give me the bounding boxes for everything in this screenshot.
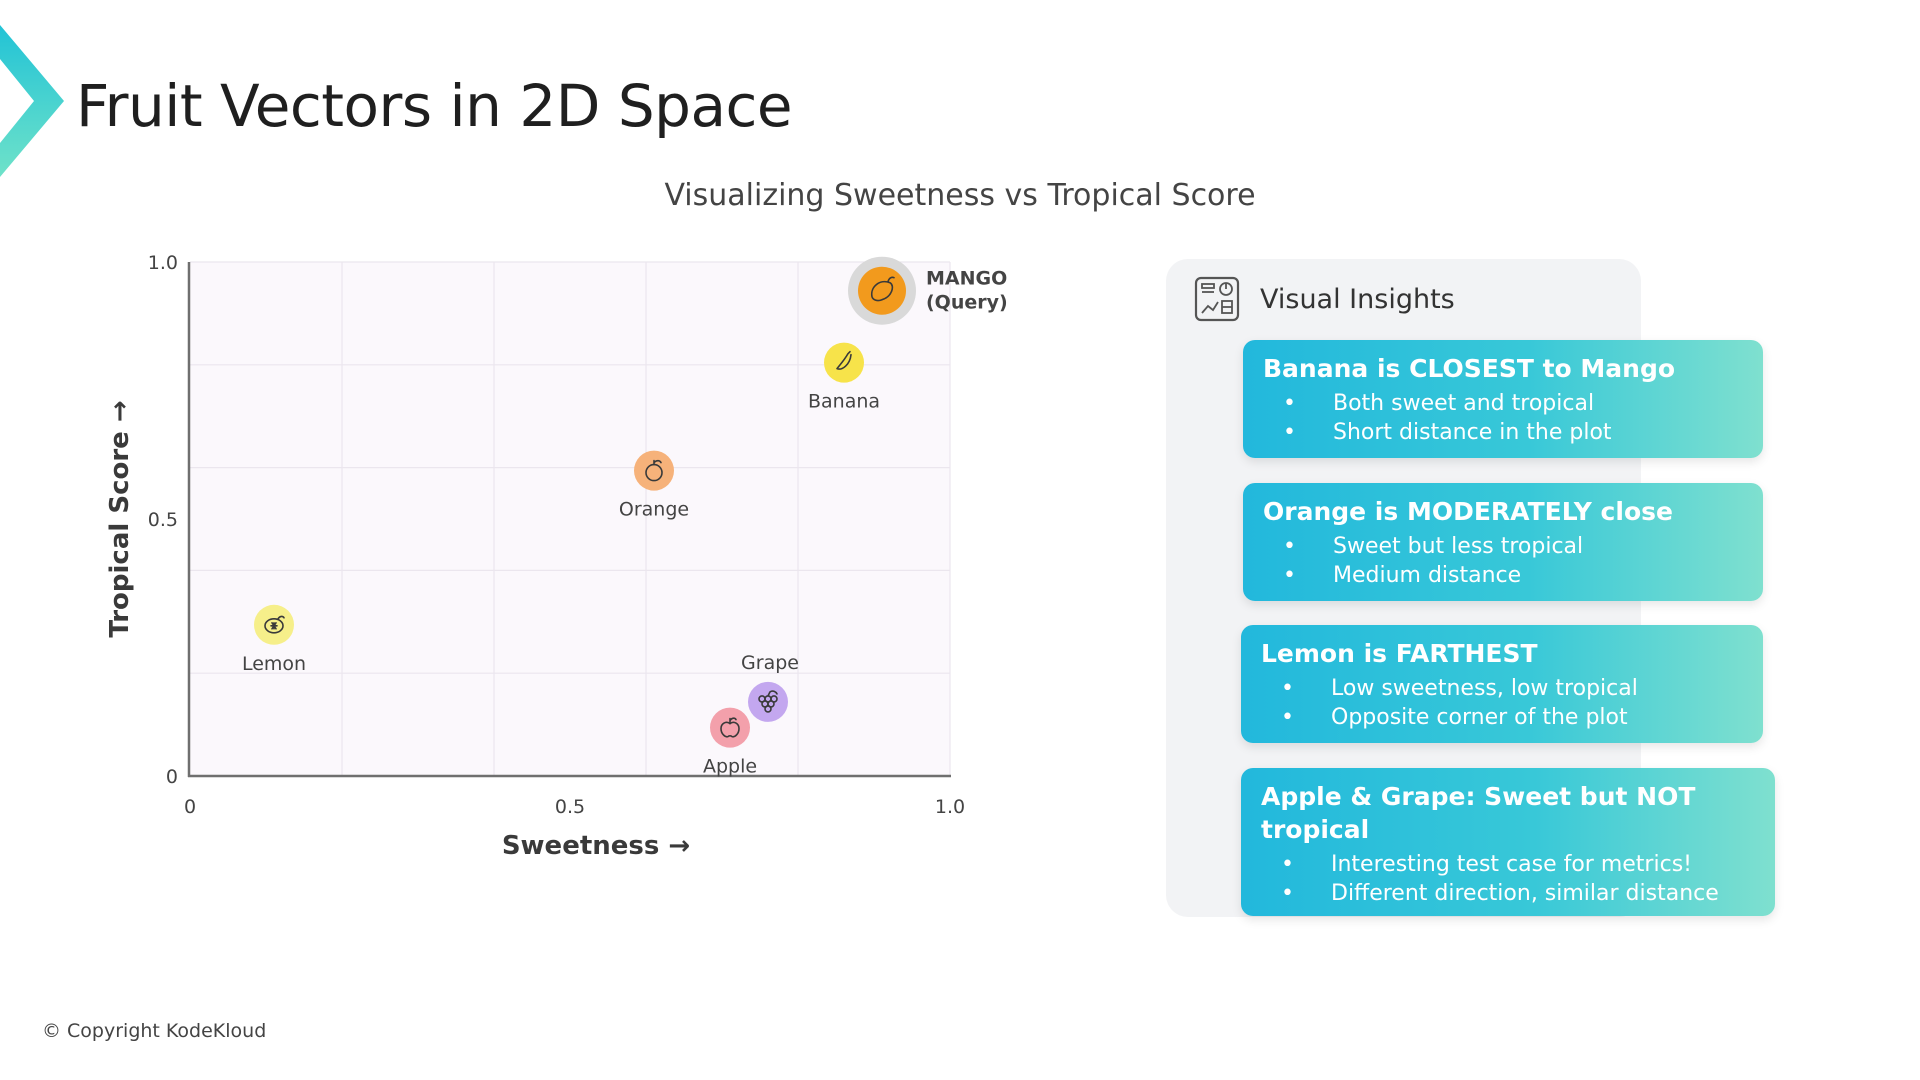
insight-bullet: Short distance in the plot [1283,418,1745,447]
insight-bullet: Opposite corner of the plot [1281,703,1745,732]
insight-heading: Banana is CLOSEST to Mango [1263,354,1676,383]
insight-card-apple-grape: Apple & Grape: Sweet but NOT tropical In… [1241,768,1775,916]
orange-icon [645,459,663,482]
insight-bullet: Low sweetness, low tropical [1281,674,1745,703]
x-tick-label: 0 [184,796,196,818]
point-marker [710,707,750,748]
point-label-lemon: Lemon [242,653,306,675]
lemon-icon [264,615,285,634]
point-marker [824,342,864,383]
insight-heading: Orange is MODERATELY close [1263,497,1673,526]
insights-title: Visual Insights [1260,283,1455,315]
insight-card-lemon: Lemon is FARTHEST Low sweetness, low tro… [1241,625,1763,743]
insight-card-orange: Orange is MODERATELY close Sweet but les… [1243,483,1763,601]
page-title: Fruit Vectors in 2D Space [76,72,793,140]
copyright-text: © Copyright KodeKloud [42,1020,267,1042]
mango-icon [870,276,895,302]
insight-heading: Lemon is FARTHEST [1261,639,1538,668]
y-tick-label: 1.0 [148,252,178,274]
query-label-tag: (Query) [926,292,1008,314]
x-axis-label: Sweetness → [502,831,690,861]
plot-area [190,262,950,776]
chevron-logo-icon [0,25,64,177]
banana-icon [836,350,852,370]
y-axis-label: Tropical Score → [105,400,135,637]
data-point-banana [824,342,864,383]
tick-labels: 0 0.5 1.0 0 0.5 1.0 [148,252,965,818]
insight-heading: Apple & Grape: Sweet but NOT tropical [1261,782,1696,844]
x-tick-label: 0.5 [555,796,585,818]
grape-icon [758,690,778,713]
x-tick-label: 1.0 [935,796,965,818]
query-label-name: MANGO [926,268,1007,290]
insight-bullet: Interesting test case for metrics! [1281,850,1757,879]
point-marker [634,450,674,491]
data-points: MANGO(Query) Banana Orange Lemon Grape Apple [242,256,1008,778]
query-marker [858,266,906,315]
y-tick-label: 0.5 [148,509,178,531]
chart-title: Visualizing Sweetness vs Tropical Score [664,178,1256,213]
point-label-banana: Banana [808,391,880,413]
query-point-mango [848,256,916,325]
insight-card-banana: Banana is CLOSEST to Mango Both sweet an… [1243,340,1763,458]
insight-bullet: Medium distance [1283,561,1745,590]
insights-header: Visual Insights [1194,276,1455,322]
insight-bullet: Sweet but less tropical [1283,532,1745,561]
point-label-orange: Orange [619,499,689,521]
y-tick-label: 0 [166,766,178,788]
grid [190,261,951,776]
dashboard-icon [1194,276,1240,322]
insight-bullet: Different direction, similar distance [1281,879,1757,908]
point-label-apple: Apple [703,756,757,778]
insight-bullet: Both sweet and tropical [1283,389,1745,418]
apple-icon [720,717,740,738]
point-label-grape: Grape [741,652,799,674]
data-point-orange [634,450,674,491]
data-point-apple [710,707,750,748]
data-point-grape [748,681,788,722]
data-point-lemon [254,604,294,645]
